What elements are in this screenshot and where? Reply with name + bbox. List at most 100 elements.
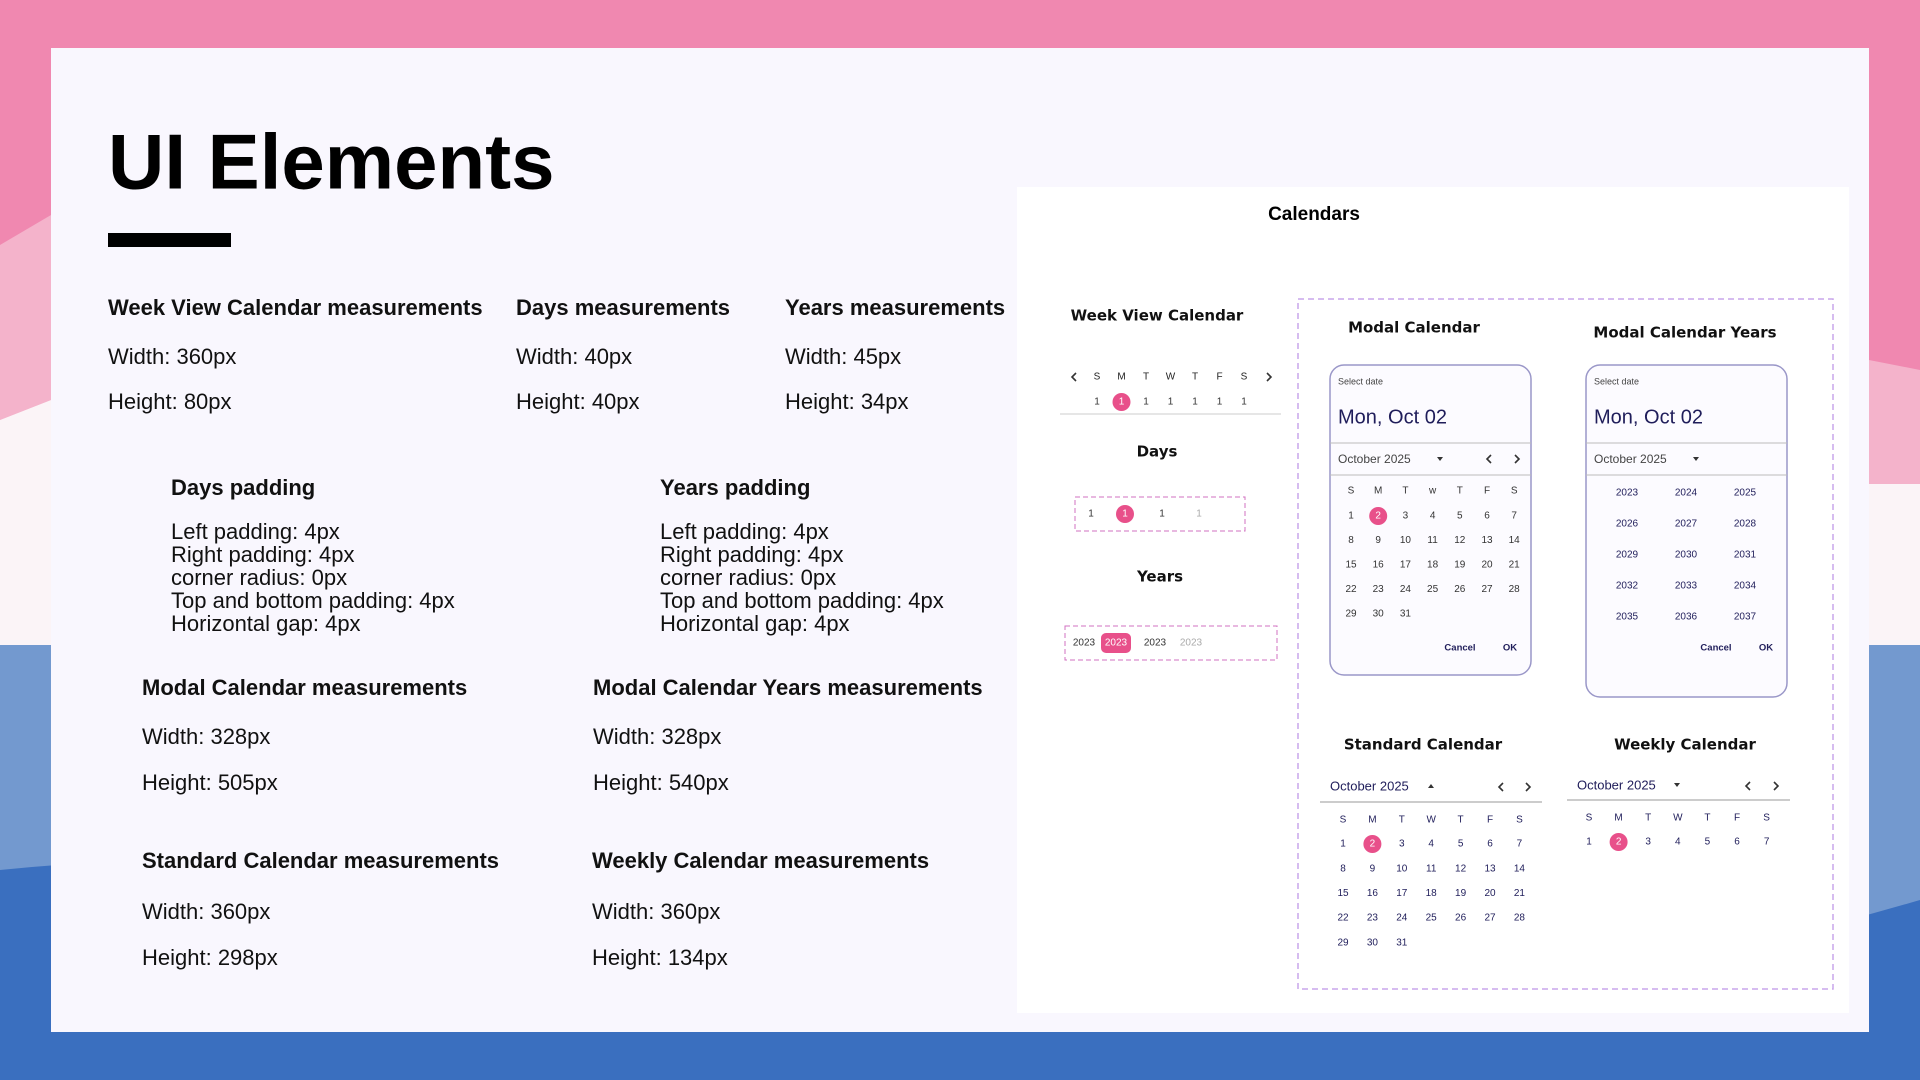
calendar-cell: 1 — [1340, 839, 1346, 850]
calendar-cell: 17 — [1396, 888, 1408, 899]
selected-marker — [1369, 507, 1388, 525]
dashed-box — [1064, 625, 1278, 661]
button: Cancel — [1700, 643, 1731, 654]
dropdown-caret — [1693, 457, 1699, 461]
bg-stripe — [0, 400, 51, 645]
calendar-cell: 7 — [1517, 839, 1523, 850]
measurement-title: Years measurements — [785, 295, 1005, 320]
nav-arrow — [1744, 781, 1751, 791]
selected-date: Mon, Oct 02 — [1594, 406, 1703, 428]
measurement-line: Height: 34px — [785, 389, 909, 414]
modal-card — [1585, 364, 1788, 698]
year-cell: 2033 — [1675, 581, 1698, 592]
calendar-cell: 3 — [1403, 511, 1409, 522]
measurement-line: Right padding: 4px — [171, 542, 354, 567]
selected-marker — [1363, 835, 1382, 853]
selected-marker — [1101, 633, 1131, 653]
calendar-cell: 1 — [1122, 509, 1128, 520]
selected-marker — [1609, 833, 1628, 851]
calendar-cell: 1 — [1143, 397, 1149, 408]
calendar-cell: S — [1763, 813, 1770, 824]
widget-title: Modal Calendar — [1348, 319, 1480, 337]
calendar-cell: 28 — [1514, 913, 1526, 924]
calendar-cell: 1 — [1192, 397, 1198, 408]
widget-title: Weekly Calendar — [1614, 736, 1756, 754]
selected-marker — [1112, 393, 1131, 411]
nav-arrow — [1497, 782, 1504, 792]
bg-stripe — [1869, 484, 1920, 645]
calendar-cell: T — [1704, 813, 1710, 824]
year-cell: 2031 — [1734, 550, 1757, 561]
nav-arrow — [1773, 781, 1780, 791]
measurement-title: Years padding — [660, 475, 810, 500]
calendar-cell: 6 — [1734, 837, 1740, 848]
calendar-cell: 1 — [1159, 509, 1165, 520]
calendar-cell: 20 — [1481, 560, 1493, 571]
calendar-cell: 6 — [1484, 511, 1490, 522]
calendar-cell: 5 — [1458, 839, 1464, 850]
measurement-line: Height: 298px — [142, 945, 278, 970]
calendar-cell: 9 — [1370, 863, 1376, 874]
measurement-line: Right padding: 4px — [660, 542, 843, 567]
calendar-cell: 3 — [1399, 839, 1405, 850]
year-cell: 2026 — [1616, 519, 1639, 530]
calendar-cell: 18 — [1426, 888, 1438, 899]
button: Cancel — [1444, 643, 1475, 654]
select-label: Select date — [1338, 376, 1383, 386]
calendar-cell: S — [1241, 372, 1248, 383]
calendar-cell: 13 — [1484, 863, 1496, 874]
calendar-cell: 2 — [1375, 511, 1381, 522]
title-underline — [108, 233, 231, 247]
calendar-cell: 30 — [1373, 609, 1385, 620]
measurement-title: Standard Calendar measurements — [142, 848, 499, 873]
calendar-cell: S — [1586, 813, 1593, 824]
dashed-box — [1074, 496, 1246, 532]
calendar-cell: 23 — [1373, 584, 1385, 595]
measurement-title: Days padding — [171, 475, 315, 500]
year-cell: 2037 — [1734, 612, 1757, 623]
widget-title: Week View Calendar — [1071, 307, 1244, 325]
calendar-cell: M — [1614, 813, 1622, 824]
calendar-cell: T — [1645, 813, 1651, 824]
calendar-cell: T — [1402, 486, 1408, 497]
calendar-cell: W — [1166, 372, 1176, 383]
measurement-line: Height: 505px — [142, 770, 278, 795]
calendar-cell: 19 — [1455, 888, 1467, 899]
calendar-cell: 5 — [1457, 511, 1463, 522]
year-cell: 2024 — [1675, 488, 1698, 499]
dropdown-caret — [1674, 783, 1680, 787]
calendar-cell: 10 — [1396, 863, 1408, 874]
calendar-cell: 21 — [1514, 888, 1526, 899]
widget-title: Days — [1137, 443, 1178, 461]
calendar-cell: 7 — [1511, 511, 1517, 522]
calendar-cell: 24 — [1400, 584, 1412, 595]
year-cell: 2035 — [1616, 612, 1639, 623]
year-cell: 2023 — [1180, 638, 1203, 649]
calendar-cell: 5 — [1705, 837, 1711, 848]
calendar-cell: M — [1117, 372, 1125, 383]
calendar-cell: S — [1516, 815, 1523, 826]
calendar-cell: 8 — [1340, 863, 1346, 874]
calendar-cell: 3 — [1645, 837, 1651, 848]
calendar-cell: T — [1192, 372, 1198, 383]
measurement-line: Top and bottom padding: 4px — [171, 588, 455, 613]
calendar-cell: F — [1734, 813, 1740, 824]
calendar-cell: 24 — [1396, 913, 1408, 924]
calendar-cell: 23 — [1367, 913, 1379, 924]
button: OK — [1503, 643, 1517, 654]
calendar-cell: 16 — [1367, 888, 1379, 899]
calendar-cell: 1 — [1217, 397, 1223, 408]
calendar-cell: 29 — [1337, 937, 1349, 948]
month-label: October 2025 — [1338, 452, 1411, 466]
widget-title: Standard Calendar — [1344, 736, 1503, 754]
nav-arrow — [1525, 782, 1532, 792]
calendar-cell: 10 — [1400, 535, 1412, 546]
measurement-line: Height: 40px — [516, 389, 640, 414]
year-cell: 2023 — [1616, 488, 1639, 499]
calendar-cell: 1 — [1586, 837, 1592, 848]
measurement-line: Width: 360px — [592, 899, 720, 924]
year-cell: 2023 — [1073, 638, 1096, 649]
calendar-cell: 7 — [1764, 837, 1770, 848]
calendar-cell: 1 — [1119, 397, 1125, 408]
